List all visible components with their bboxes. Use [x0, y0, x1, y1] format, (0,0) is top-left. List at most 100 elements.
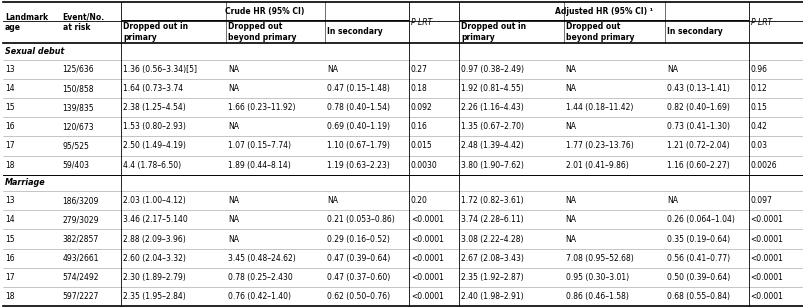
Text: <0.0001: <0.0001: [410, 273, 443, 282]
Text: 0.12: 0.12: [750, 84, 767, 93]
Text: 0.47 (0.39–0.64): 0.47 (0.39–0.64): [327, 254, 390, 263]
Text: 0.68 (0.55–0.84): 0.68 (0.55–0.84): [666, 292, 729, 301]
Text: 0.47 (0.37–0.60): 0.47 (0.37–0.60): [327, 273, 390, 282]
Text: 2.67 (2.08–3.43): 2.67 (2.08–3.43): [460, 254, 524, 263]
Text: <0.0001: <0.0001: [410, 292, 443, 301]
Text: 16: 16: [5, 254, 14, 263]
Text: 1.35 (0.67–2.70): 1.35 (0.67–2.70): [460, 122, 524, 131]
Text: NA: NA: [227, 122, 238, 131]
Text: 3.45 (0.48–24.62): 3.45 (0.48–24.62): [227, 254, 296, 263]
Text: 0.0030: 0.0030: [410, 160, 437, 170]
Text: NA: NA: [666, 65, 677, 74]
Text: NA: NA: [227, 65, 238, 74]
Text: 2.38 (1.25–4.54): 2.38 (1.25–4.54): [123, 103, 185, 112]
Text: 493/2661: 493/2661: [63, 254, 99, 263]
Text: 0.18: 0.18: [410, 84, 427, 93]
Text: <0.0001: <0.0001: [750, 215, 783, 225]
Text: 2.40 (1.98–2.91): 2.40 (1.98–2.91): [460, 292, 523, 301]
Text: 0.21 (0.053–0.86): 0.21 (0.053–0.86): [327, 215, 394, 225]
Text: 0.76 (0.42–1.40): 0.76 (0.42–1.40): [227, 292, 291, 301]
Text: P LRT: P LRT: [410, 18, 431, 27]
Text: 1.21 (0.72–2.04): 1.21 (0.72–2.04): [666, 141, 729, 151]
Text: 0.42: 0.42: [750, 122, 767, 131]
Text: 3.80 (1.90–7.62): 3.80 (1.90–7.62): [460, 160, 524, 170]
Text: 139/835: 139/835: [63, 103, 94, 112]
Text: <0.0001: <0.0001: [410, 235, 443, 244]
Text: 125/636: 125/636: [63, 65, 94, 74]
Text: 3.46 (2.17–5.140: 3.46 (2.17–5.140: [123, 215, 188, 225]
Text: <0.0001: <0.0001: [410, 215, 443, 225]
Text: <0.0001: <0.0001: [750, 254, 783, 263]
Text: Adjusted HR (95% CI) ¹: Adjusted HR (95% CI) ¹: [554, 7, 652, 16]
Text: 3.74 (2.28–6.11): 3.74 (2.28–6.11): [460, 215, 523, 225]
Text: 2.88 (2.09–3.96): 2.88 (2.09–3.96): [123, 235, 185, 244]
Text: Dropped out in
primary: Dropped out in primary: [123, 22, 188, 42]
Text: 18: 18: [5, 292, 14, 301]
Text: 1.44 (0.18–11.42): 1.44 (0.18–11.42): [565, 103, 632, 112]
Text: In secondary: In secondary: [666, 27, 722, 36]
Text: 14: 14: [5, 84, 14, 93]
Text: NA: NA: [565, 196, 576, 205]
Text: NA: NA: [227, 84, 238, 93]
Text: 1.89 (0.44–8.14): 1.89 (0.44–8.14): [227, 160, 290, 170]
Text: 0.95 (0.30–3.01): 0.95 (0.30–3.01): [565, 273, 628, 282]
Text: 0.50 (0.39–0.64): 0.50 (0.39–0.64): [666, 273, 729, 282]
Text: 3.08 (2.22–4.28): 3.08 (2.22–4.28): [460, 235, 523, 244]
Text: 2.35 (1.92–2.87): 2.35 (1.92–2.87): [460, 273, 523, 282]
Text: 0.56 (0.41–0.77): 0.56 (0.41–0.77): [666, 254, 729, 263]
Text: 15: 15: [5, 235, 14, 244]
Text: NA: NA: [327, 196, 338, 205]
Text: 150/858: 150/858: [63, 84, 94, 93]
Text: Landmark
age: Landmark age: [5, 13, 48, 32]
Text: 13: 13: [5, 196, 14, 205]
Text: 0.20: 0.20: [410, 196, 427, 205]
Text: 1.66 (0.23–11.92): 1.66 (0.23–11.92): [227, 103, 295, 112]
Text: 279/3029: 279/3029: [63, 215, 99, 225]
Text: Dropped out in
primary: Dropped out in primary: [460, 22, 525, 42]
Text: 0.62 (0.50–0.76): 0.62 (0.50–0.76): [327, 292, 389, 301]
Text: Marriage: Marriage: [5, 178, 46, 188]
Text: 2.01 (0.41–9.86): 2.01 (0.41–9.86): [565, 160, 628, 170]
Text: NA: NA: [666, 196, 677, 205]
Text: 0.86 (0.46–1.58): 0.86 (0.46–1.58): [565, 292, 628, 301]
Text: 2.26 (1.16–4.43): 2.26 (1.16–4.43): [460, 103, 523, 112]
Text: 597/2227: 597/2227: [63, 292, 99, 301]
Text: NA: NA: [565, 235, 576, 244]
Text: 1.77 (0.23–13.76): 1.77 (0.23–13.76): [565, 141, 633, 151]
Text: 1.64 (0.73–3.74: 1.64 (0.73–3.74: [123, 84, 183, 93]
Text: 2.35 (1.95–2.84): 2.35 (1.95–2.84): [123, 292, 185, 301]
Text: 1.72 (0.82–3.61): 1.72 (0.82–3.61): [460, 196, 523, 205]
Text: 186/3209: 186/3209: [63, 196, 99, 205]
Text: NA: NA: [227, 215, 238, 225]
Text: NA: NA: [565, 65, 576, 74]
Text: <0.0001: <0.0001: [750, 235, 783, 244]
Text: 15: 15: [5, 103, 14, 112]
Text: 14: 14: [5, 215, 14, 225]
Text: 1.10 (0.67–1.79): 1.10 (0.67–1.79): [327, 141, 389, 151]
Text: 4.4 (1.78–6.50): 4.4 (1.78–6.50): [123, 160, 181, 170]
Text: 0.26 (0.064–1.04): 0.26 (0.064–1.04): [666, 215, 734, 225]
Text: 382/2857: 382/2857: [63, 235, 99, 244]
Text: 1.07 (0.15–7.74): 1.07 (0.15–7.74): [227, 141, 291, 151]
Text: 0.69 (0.40–1.19): 0.69 (0.40–1.19): [327, 122, 389, 131]
Text: Event/No.
at risk: Event/No. at risk: [63, 13, 104, 32]
Text: <0.0001: <0.0001: [750, 292, 783, 301]
Text: 0.092: 0.092: [410, 103, 432, 112]
Text: 0.03: 0.03: [750, 141, 767, 151]
Text: <0.0001: <0.0001: [410, 254, 443, 263]
Text: 17: 17: [5, 141, 14, 151]
Text: Crude HR (95% CI): Crude HR (95% CI): [225, 7, 304, 16]
Text: 2.50 (1.49–4.19): 2.50 (1.49–4.19): [123, 141, 185, 151]
Text: 0.097: 0.097: [750, 196, 772, 205]
Text: 0.78 (0.40–1.54): 0.78 (0.40–1.54): [327, 103, 389, 112]
Text: NA: NA: [565, 84, 576, 93]
Text: 120/673: 120/673: [63, 122, 94, 131]
Text: 0.15: 0.15: [750, 103, 767, 112]
Text: NA: NA: [227, 196, 238, 205]
Text: 95/525: 95/525: [63, 141, 89, 151]
Text: 18: 18: [5, 160, 14, 170]
Text: P LRT: P LRT: [750, 18, 771, 27]
Text: NA: NA: [227, 235, 238, 244]
Text: 1.16 (0.60–2.27): 1.16 (0.60–2.27): [666, 160, 729, 170]
Text: 0.27: 0.27: [410, 65, 427, 74]
